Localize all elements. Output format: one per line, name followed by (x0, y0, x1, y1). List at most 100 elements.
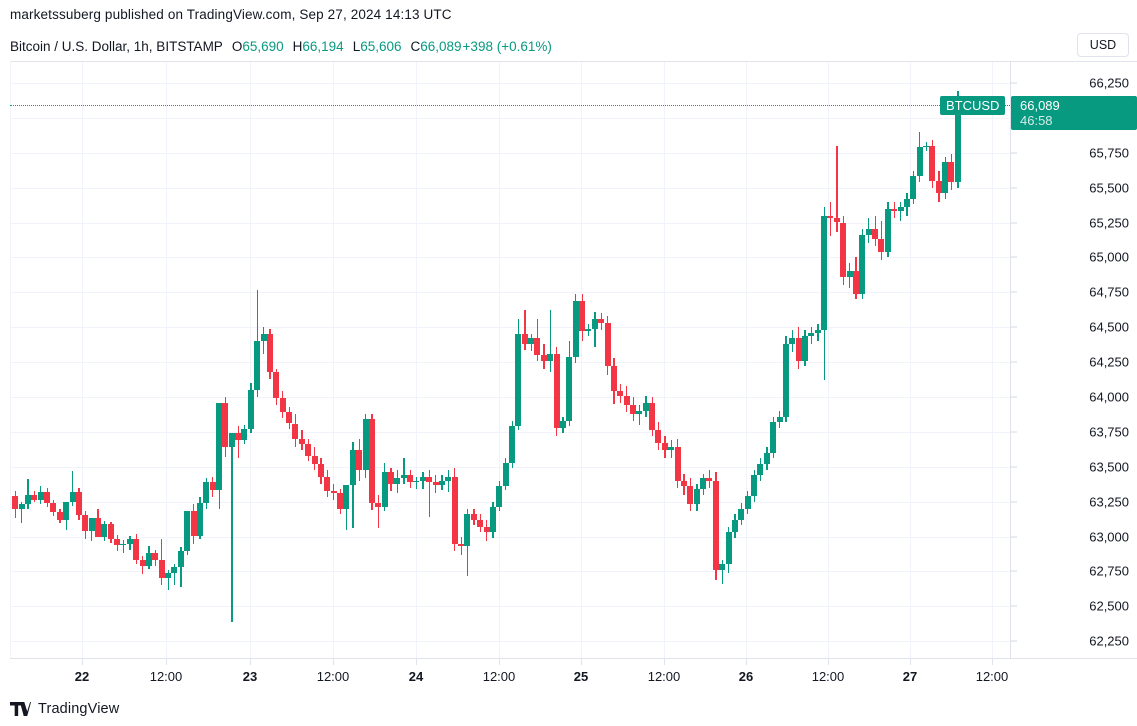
candle-body[interactable] (534, 338, 541, 356)
candle-body[interactable] (24, 494, 31, 505)
candle-body[interactable] (445, 476, 452, 481)
candle-body[interactable] (680, 480, 687, 487)
candle-body[interactable] (196, 503, 203, 536)
candle-body[interactable] (107, 524, 114, 540)
candle-body[interactable] (668, 447, 675, 451)
candle-body[interactable] (18, 504, 25, 509)
candle-body[interactable] (623, 395, 630, 406)
candle-body[interactable] (814, 329, 821, 333)
candle-body[interactable] (808, 332, 815, 336)
candle-body[interactable] (642, 402, 649, 411)
candle-body[interactable] (88, 517, 95, 531)
candle-body[interactable] (298, 438, 305, 445)
candle-body[interactable] (273, 371, 280, 399)
candle-body[interactable] (935, 180, 942, 194)
candle-body[interactable] (891, 208, 898, 212)
candle-body[interactable] (171, 567, 178, 573)
candle-body[interactable] (82, 514, 89, 531)
candle-body[interactable] (738, 508, 745, 520)
candle-body[interactable] (222, 402, 229, 448)
candle-body[interactable] (489, 507, 496, 533)
candle-body[interactable] (114, 539, 121, 545)
candle-body[interactable] (585, 328, 592, 332)
candle-body[interactable] (700, 477, 707, 490)
candle-body[interactable] (12, 496, 19, 509)
candle-body[interactable] (375, 503, 382, 508)
candle-body[interactable] (521, 334, 528, 344)
candle-body[interactable] (757, 463, 764, 476)
candle-body[interactable] (330, 490, 337, 494)
candle-body[interactable] (744, 496, 751, 509)
candle-body[interactable] (177, 550, 184, 568)
candle-body[interactable] (260, 334, 267, 342)
candle-body[interactable] (470, 514, 477, 520)
candle-body[interactable] (337, 493, 344, 509)
candle-body[interactable] (674, 447, 681, 481)
candle-body[interactable] (69, 491, 76, 502)
candle-body[interactable] (731, 519, 738, 533)
candle-body[interactable] (120, 543, 127, 545)
candle-body[interactable] (878, 239, 885, 252)
candle-body[interactable] (776, 416, 783, 423)
candle-body[interactable] (317, 463, 324, 477)
candle-body[interactable] (305, 444, 312, 456)
candle-body[interactable] (547, 353, 554, 361)
price-axis[interactable]: 66,25066,00065,75065,50065,25065,00064,7… (1011, 62, 1137, 658)
candle-body[interactable] (464, 514, 471, 547)
candle-body[interactable] (693, 489, 700, 505)
candle-body[interactable] (540, 355, 547, 361)
candle-body[interactable] (387, 472, 394, 484)
candle-body[interactable] (579, 300, 586, 332)
candle-body[interactable] (840, 222, 847, 277)
candle-body[interactable] (394, 477, 401, 484)
candle-body[interactable] (566, 356, 573, 421)
candle-body[interactable] (827, 215, 834, 219)
candle-body[interactable] (407, 475, 414, 483)
candle-body[interactable] (598, 318, 605, 323)
candle-body[interactable] (725, 532, 732, 565)
candle-body[interactable] (655, 430, 662, 444)
candle-body[interactable] (572, 300, 579, 357)
candle-body[interactable] (910, 176, 917, 199)
candle-body[interactable] (139, 560, 146, 566)
candle-body[interactable] (872, 229, 879, 240)
candle-body[interactable] (528, 338, 535, 344)
candle-body[interactable] (496, 486, 503, 508)
candle-body[interactable] (649, 402, 656, 431)
candle-body[interactable] (44, 491, 51, 504)
candle-body[interactable] (145, 553, 152, 566)
candle-body[interactable] (483, 526, 490, 533)
candle-body[interactable] (279, 398, 286, 413)
candle-body[interactable] (241, 429, 248, 441)
candle-body[interactable] (916, 147, 923, 177)
candle-body[interactable] (209, 482, 216, 491)
candlestick-plot[interactable] (10, 62, 1010, 658)
candle-body[interactable] (801, 335, 808, 361)
candle-body[interactable] (903, 198, 910, 208)
candle-body[interactable] (419, 476, 426, 481)
candle-body[interactable] (954, 105, 961, 183)
candle-body[interactable] (101, 524, 108, 537)
candle-body[interactable] (763, 452, 770, 464)
candle-body[interactable] (94, 517, 101, 537)
candle-body[interactable] (687, 486, 694, 505)
candle-body[interactable] (133, 538, 140, 561)
candle-body[interactable] (75, 491, 82, 515)
candle-body[interactable] (368, 419, 375, 504)
candle-body[interactable] (266, 334, 273, 372)
candle-body[interactable] (458, 543, 465, 547)
candle-body[interactable] (400, 475, 407, 478)
candle-body[interactable] (413, 480, 420, 483)
candle-body[interactable] (158, 560, 165, 579)
candle-body[interactable] (515, 334, 522, 427)
candle-body[interactable] (254, 341, 261, 390)
candle-body[interactable] (311, 455, 318, 464)
candle-body[interactable] (865, 229, 872, 236)
candle-body[interactable] (661, 443, 668, 451)
candle-body[interactable] (942, 162, 949, 194)
candle-body[interactable] (948, 162, 955, 183)
candle-body[interactable] (362, 419, 369, 470)
candle-body[interactable] (31, 494, 38, 501)
candle-body[interactable] (343, 484, 350, 509)
candle-body[interactable] (821, 215, 828, 330)
